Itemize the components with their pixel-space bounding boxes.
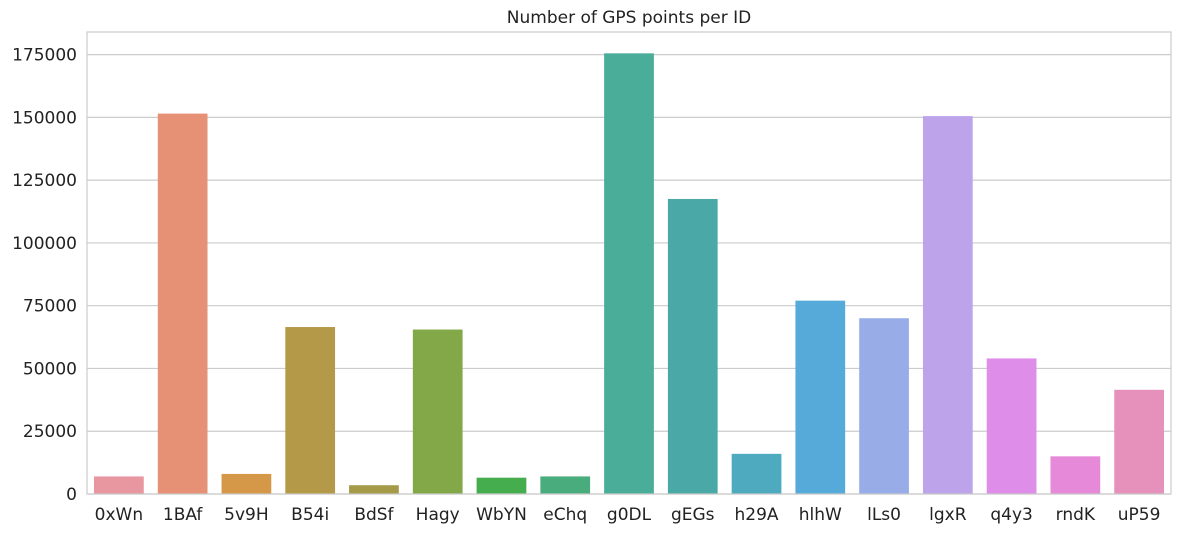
bar-h29A bbox=[731, 453, 782, 494]
bar-BdSf bbox=[349, 485, 399, 494]
x-tick-label: WbYN bbox=[476, 505, 527, 525]
y-tick-label: 0 bbox=[66, 485, 77, 505]
x-tick-label: hlhW bbox=[799, 505, 842, 525]
x-tick-label: Hagy bbox=[416, 505, 460, 525]
x-tick-label: 1BAf bbox=[163, 505, 204, 525]
x-tick-label: rndK bbox=[1056, 505, 1096, 525]
y-tick-label: 25000 bbox=[23, 422, 77, 442]
bar-q4y3 bbox=[986, 358, 1037, 494]
x-tick-label: g0DL bbox=[607, 505, 652, 525]
bar-Hagy bbox=[412, 329, 463, 494]
x-tick-label: lLs0 bbox=[867, 505, 901, 525]
bar-WbYN bbox=[476, 477, 527, 494]
bars bbox=[94, 53, 1164, 494]
y-tick-label: 100000 bbox=[12, 234, 77, 254]
x-tick-label: gEGs bbox=[671, 505, 715, 525]
bar-lgxR bbox=[922, 116, 973, 494]
x-tick-label: 0xWn bbox=[95, 505, 143, 525]
y-tick-label: 50000 bbox=[23, 359, 77, 379]
bar-hlhW bbox=[795, 300, 846, 494]
y-tick-label: 125000 bbox=[12, 171, 77, 191]
x-tick-label: uP59 bbox=[1118, 505, 1161, 525]
x-tick-label: h29A bbox=[735, 505, 779, 525]
y-tick-label: 175000 bbox=[12, 46, 77, 66]
x-tick-label: q4y3 bbox=[990, 505, 1032, 525]
y-tick-label: 75000 bbox=[23, 297, 77, 317]
x-tick-label: eChq bbox=[543, 505, 587, 525]
bar-lLs0 bbox=[859, 318, 909, 494]
bar-gEGs bbox=[667, 198, 718, 494]
chart-title: Number of GPS points per ID bbox=[507, 8, 751, 28]
bar-rndK bbox=[1050, 456, 1101, 494]
bar-1BAf bbox=[157, 113, 208, 494]
x-tick-labels: 0xWn 1BAf 5v9H B54i BdSf Hagy WbYN eChq g0DL gEGs… bbox=[95, 505, 1161, 525]
bar-uP59 bbox=[1114, 389, 1164, 494]
plot-frame bbox=[86, 31, 1172, 495]
x-tick-label: 5v9H bbox=[224, 505, 268, 525]
bar-B54i bbox=[285, 327, 336, 494]
bar-g0DL bbox=[604, 53, 654, 494]
bar-eChq bbox=[540, 476, 591, 494]
x-tick-label: BdSf bbox=[354, 505, 394, 525]
bar-0xWn bbox=[94, 476, 144, 494]
bar-5v9H bbox=[221, 473, 272, 494]
y-tick-labels: 0 25000 50000 75000 100000 125000 150000 175000 bbox=[12, 46, 77, 505]
y-tick-label: 150000 bbox=[12, 108, 77, 128]
x-tick-label: B54i bbox=[291, 505, 329, 525]
x-tick-label: lgxR bbox=[929, 505, 967, 525]
